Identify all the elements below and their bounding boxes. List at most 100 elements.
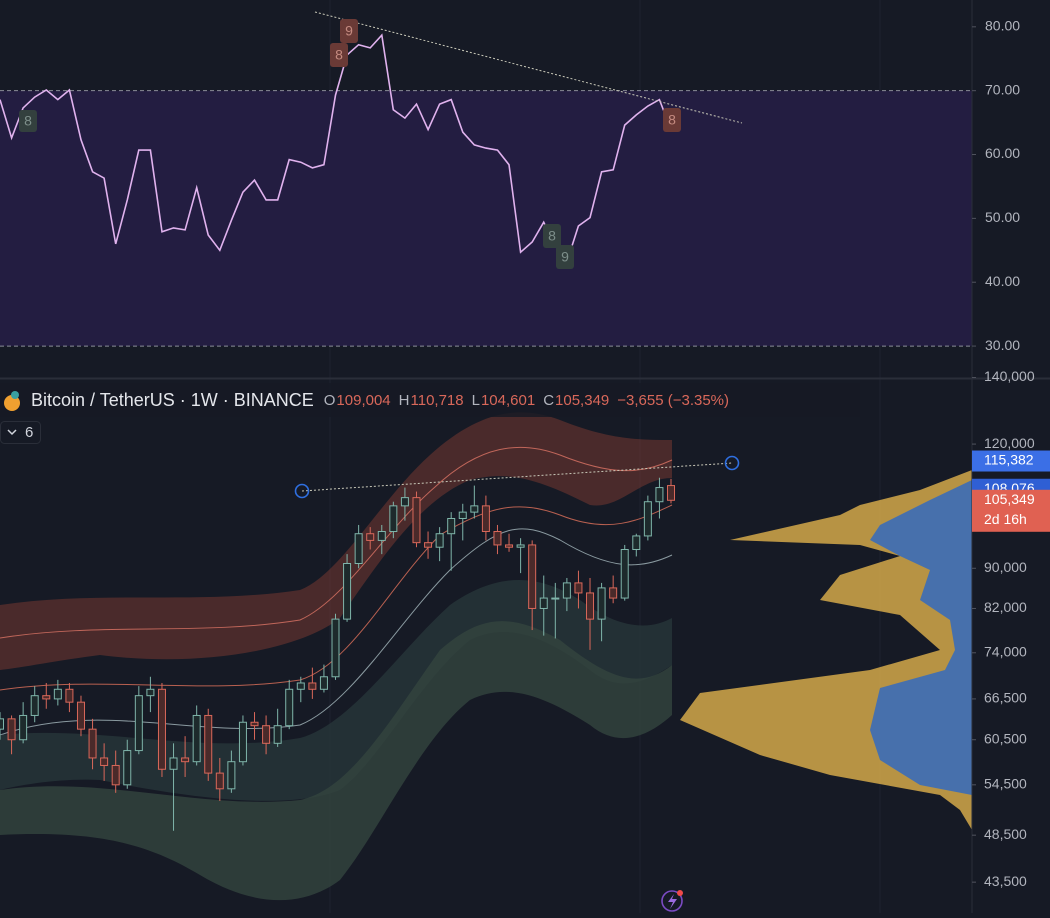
candle-body — [458, 511, 467, 519]
chevron-icon — [7, 429, 17, 436]
candle-body — [481, 505, 490, 533]
candle-body — [493, 531, 502, 546]
candle-body — [7, 718, 16, 741]
candle-body — [551, 597, 560, 600]
rsi-trendline — [314, 11, 743, 124]
candle-body — [586, 592, 595, 620]
lightning-button[interactable] — [661, 890, 683, 912]
candle-body — [308, 682, 317, 690]
countdown: 2d 16h — [984, 511, 1027, 527]
candle-body — [273, 725, 282, 744]
candle-body — [30, 695, 39, 716]
profile-blue — [870, 480, 972, 795]
candle-body — [609, 587, 618, 599]
candle-body — [331, 618, 340, 678]
candle-body — [354, 533, 363, 565]
candle-body — [389, 505, 398, 533]
candle-body — [516, 544, 525, 548]
candle-body — [123, 750, 132, 786]
price-tick-label: 74,000 — [984, 643, 1027, 659]
symbol-icon — [4, 395, 20, 411]
marker: 8 — [548, 228, 556, 244]
marker: 9 — [345, 23, 353, 39]
symbol-title: Bitcoin / TetherUS · 1W · BINANCE — [31, 390, 314, 410]
candle-body — [0, 718, 4, 730]
trendline-handle[interactable] — [724, 455, 740, 471]
rsi-zone — [0, 90, 972, 347]
candle-body — [632, 535, 641, 550]
rsi-pane — [0, 33, 972, 347]
rsi-tick-label: 70.00 — [985, 81, 1020, 97]
candle-body — [343, 563, 352, 620]
candle-body — [528, 544, 537, 609]
candle-body — [146, 688, 155, 697]
marker-box — [663, 108, 681, 132]
candle-body — [377, 531, 386, 541]
rsi-tick-label: 80.00 — [985, 18, 1020, 34]
ohlc-value: 110,718 — [411, 392, 464, 409]
candle-body — [134, 695, 143, 752]
indicator-count: 6 — [25, 424, 33, 441]
candle-body — [285, 688, 294, 727]
candle-body — [227, 761, 236, 790]
marker-box — [543, 224, 561, 248]
trendline-handle[interactable] — [294, 483, 310, 499]
candle-body — [65, 688, 74, 703]
rsi-tick-label: 50.00 — [985, 209, 1020, 225]
price-tick-label: 66,500 — [984, 690, 1027, 706]
price-tick-label: 60,500 — [984, 730, 1027, 746]
ohlc-value: 109,004 — [336, 392, 390, 409]
candle-body — [76, 701, 85, 730]
candle-body — [181, 757, 190, 763]
price-tick-label: 90,000 — [984, 559, 1027, 575]
volume-profile — [680, 470, 972, 830]
candle-body — [597, 587, 606, 620]
candle-body — [296, 682, 305, 690]
marker: 9 — [561, 249, 569, 265]
lightning-icon — [668, 894, 677, 909]
candle-body — [157, 688, 166, 770]
upper-band — [0, 412, 672, 670]
candle-body — [574, 582, 583, 594]
notification-dot — [677, 890, 683, 896]
candle-body — [192, 714, 201, 763]
ohlc-key: H — [399, 392, 410, 409]
header-bg — [0, 383, 860, 417]
candle-body — [655, 487, 664, 503]
candle-body — [667, 485, 675, 501]
upper-band-low — [0, 504, 673, 691]
candle-body — [42, 695, 51, 700]
candle-body — [505, 544, 514, 548]
upper-band-mid — [0, 446, 673, 639]
price-tick-label: 48,500 — [984, 826, 1027, 842]
ohlc-key: C — [543, 392, 554, 409]
candle-body — [412, 497, 421, 544]
lower-band — [0, 580, 672, 801]
price-tick-label: 120,000 — [984, 435, 1035, 451]
marker-box — [19, 110, 37, 132]
ohlc-value: 105,349 — [555, 392, 609, 409]
price-tick-label: 43,500 — [984, 873, 1027, 889]
marker-box — [340, 19, 358, 43]
candle-body — [539, 597, 548, 609]
candle-body — [169, 757, 178, 770]
marker: 8 — [668, 112, 676, 128]
header: Bitcoin / TetherUS · 1W · BINANCE O 109,00… — [31, 390, 729, 410]
rsi-tick-label: 60.00 — [985, 145, 1020, 161]
indicator-toggle[interactable] — [0, 421, 41, 444]
candle-body — [620, 548, 629, 599]
candle-body — [204, 714, 213, 774]
candle-body — [400, 497, 409, 507]
candle-body — [88, 728, 97, 759]
symbol-icon-sub — [11, 391, 19, 399]
candle-body — [366, 533, 375, 541]
candle-body — [562, 582, 571, 599]
price-tick-label: 54,500 — [984, 776, 1027, 792]
marker-box — [330, 43, 348, 67]
candle-body — [643, 501, 652, 537]
price-label: 105,349 — [984, 491, 1035, 507]
candle-body — [262, 725, 271, 744]
candle-body — [470, 505, 479, 513]
ohlc-value: 104,601 — [481, 392, 535, 409]
